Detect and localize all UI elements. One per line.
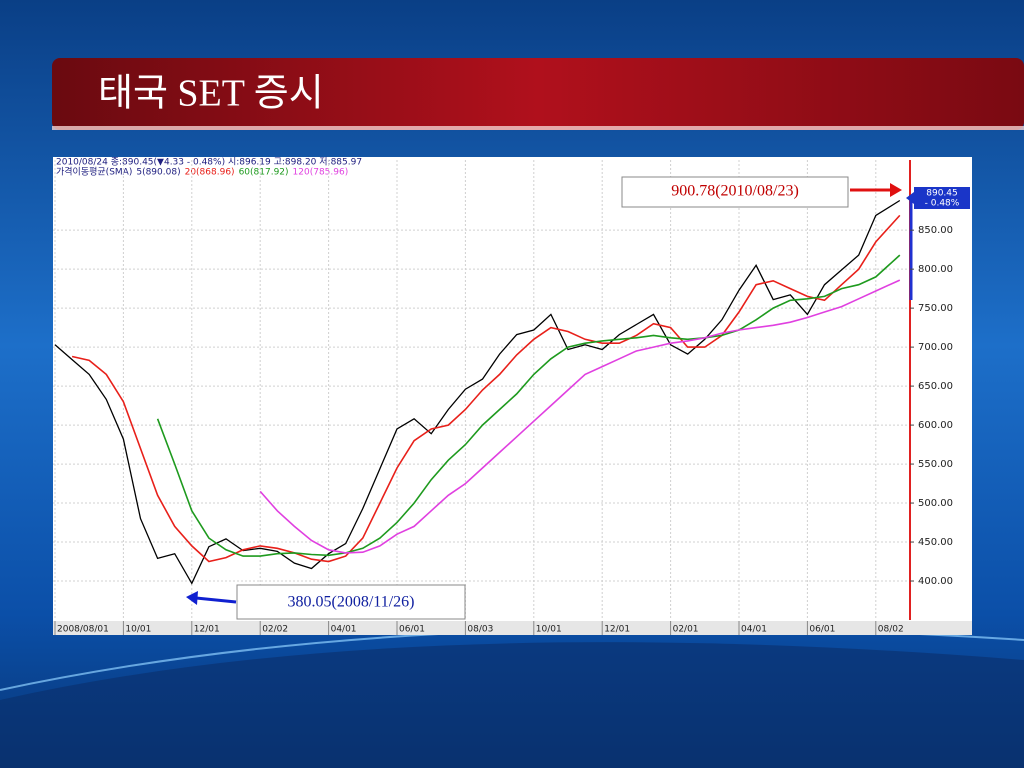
y-tick-label: 450.00: [918, 537, 953, 548]
x-tick-label: 12/01: [604, 625, 630, 635]
y-tick-label: 700.00: [918, 342, 953, 353]
series-line: [71, 214, 901, 563]
legend: 가격이동평균(SMA) 5(890.08) 20(868.96) 60(817.92)…: [56, 166, 348, 178]
x-axis-band: [53, 621, 972, 635]
x-tick-label: 12/01: [194, 625, 220, 635]
x-tick-label: 02/01: [673, 625, 699, 635]
y-tick-label: 500.00: [918, 498, 953, 509]
series-line: [54, 199, 901, 585]
title-banner: [52, 58, 1024, 130]
price-box: [914, 187, 970, 209]
y-tick-label: 600.00: [918, 420, 953, 431]
change-label: - 0.48%: [925, 199, 960, 209]
y-tick-label: 850.00: [918, 225, 953, 236]
slide-title: 태국 SET 증시: [98, 73, 324, 115]
low-annotation: 380.05(2008/11/26): [288, 594, 415, 611]
chart-area: [53, 157, 972, 635]
legend-entry: 5(890.08): [136, 168, 180, 178]
x-tick-label: 08/02: [878, 625, 904, 635]
x-tick-label: 2008/08/01: [57, 625, 109, 635]
x-tick-label: 02/02: [262, 625, 288, 635]
legend-entry: 20(868.96): [185, 168, 235, 178]
plot: 400.00 450.00 500.00 550.00 600.00 650.00 700.…: [53, 160, 953, 635]
x-tick-label: 08/03: [467, 625, 493, 635]
wave: [0, 642, 1024, 768]
x-tick-label: 04/01: [741, 625, 767, 635]
banner-edge: [52, 126, 1024, 130]
x-tick-label: 06/01: [399, 625, 425, 635]
y-tick-label: 550.00: [918, 459, 953, 470]
y-tick-label: 800.00: [918, 264, 953, 275]
legend-entry: 60(817.92): [239, 168, 289, 178]
high-annotation-box: [621, 176, 849, 208]
legend-entry: 120(785.96): [293, 168, 349, 178]
high-arrowhead: [890, 183, 902, 197]
legend-title: 가격이동평균(SMA): [56, 166, 132, 178]
x-tick-label: 04/01: [331, 625, 357, 635]
price-label: 890.45: [926, 189, 958, 199]
y-tick-label: 400.00: [918, 576, 953, 587]
low-arrow: [195, 596, 237, 604]
x-tick-label: 06/01: [809, 625, 835, 635]
low-arrowhead: [186, 591, 198, 605]
x-tick-label: 10/01: [536, 625, 562, 635]
series-line: [156, 254, 901, 557]
y-tick-label: 650.00: [918, 381, 953, 392]
low-annotation-box: [236, 584, 466, 620]
y-tick-label: 750.00: [918, 303, 953, 314]
high-annotation: 900.78(2010/08/23): [671, 183, 799, 200]
price-box-pointer: [906, 192, 914, 204]
x-tick-label: 10/01: [125, 625, 151, 635]
series-line: [259, 279, 901, 554]
chart-subtitle: 2010/08/24 종:890.45(▼4.33 - 0.48%) 시:896…: [56, 157, 362, 168]
